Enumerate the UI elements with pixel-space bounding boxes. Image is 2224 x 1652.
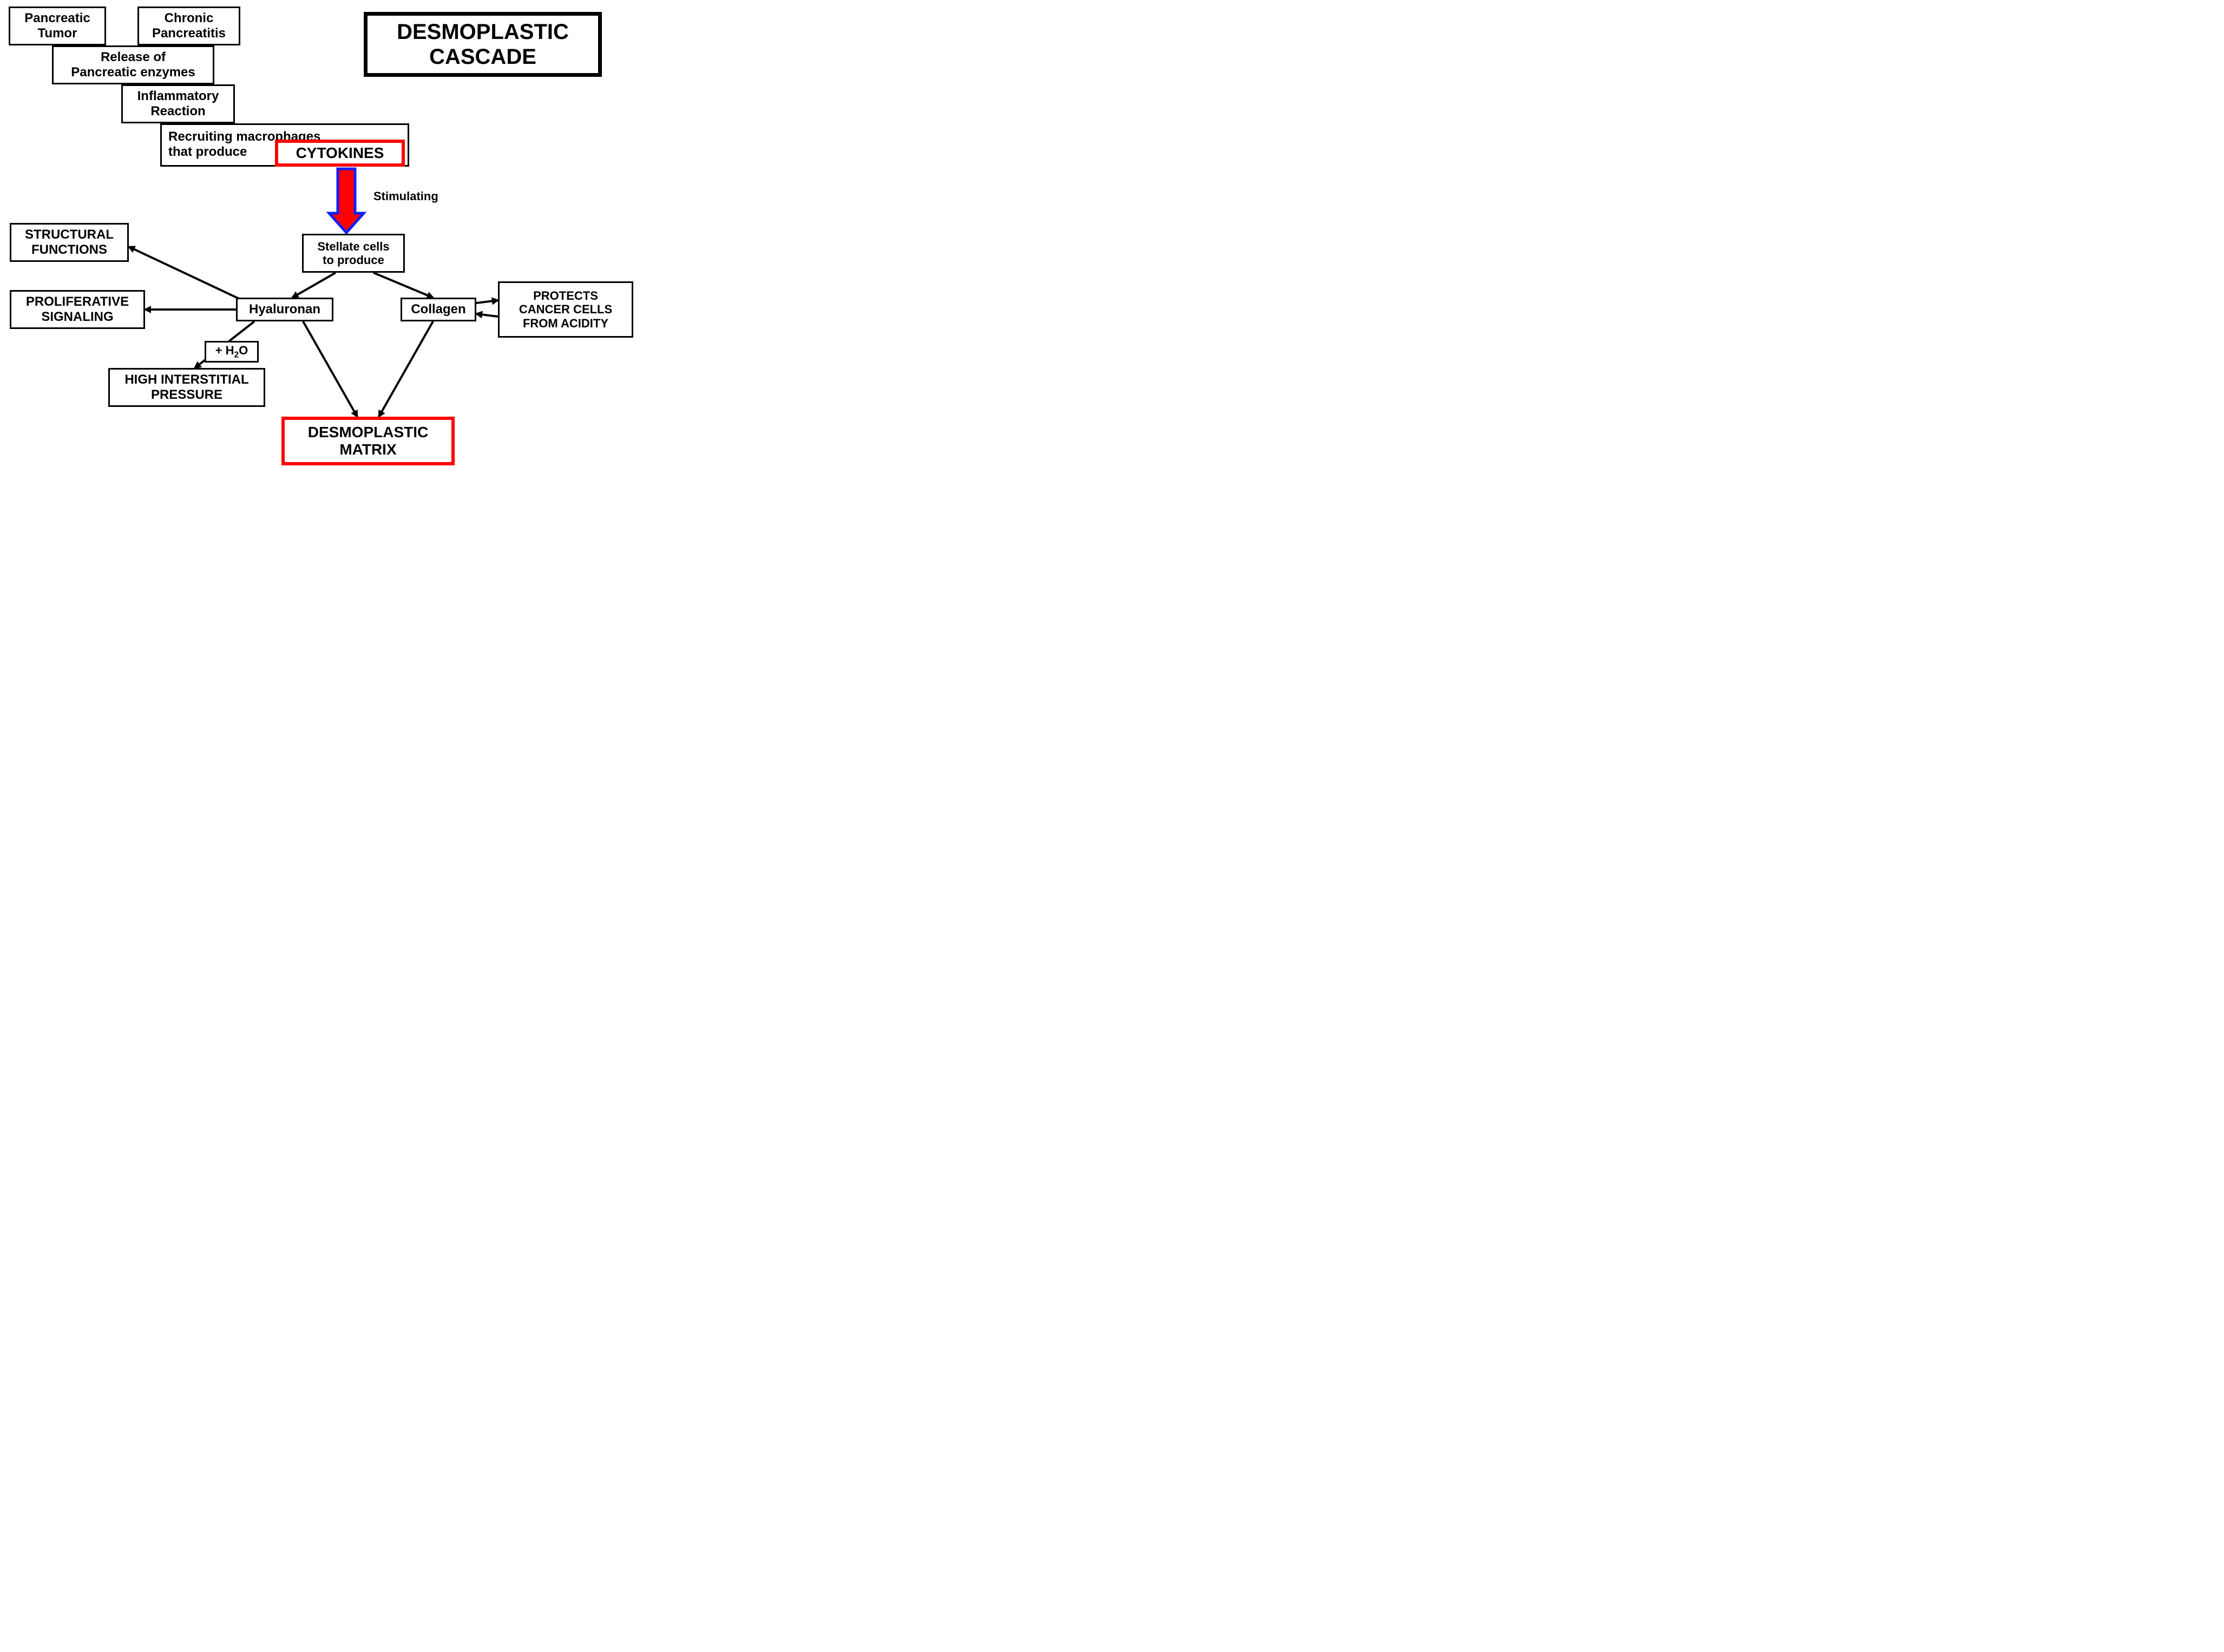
diagram-stage: DESMOPLASTICCASCADE PancreaticTumor Chro…	[0, 0, 650, 483]
node-label: InflammatoryReaction	[137, 89, 219, 119]
node-label: Stellate cellsto produce	[317, 240, 389, 267]
title-text: DESMOPLASTICCASCADE	[397, 19, 569, 69]
title-box: DESMOPLASTICCASCADE	[364, 12, 602, 77]
node-chronic-pancreatitis: ChronicPancreatitis	[137, 6, 240, 45]
edge-stellate-to-hyaluronan	[292, 273, 336, 298]
node-label: PROLIFERATIVESIGNALING	[26, 294, 129, 324]
node-desmoplastic-matrix: DESMOPLASTICMATRIX	[281, 417, 455, 465]
edge-collagen-to-matrix	[379, 321, 433, 417]
node-hyaluronan: Hyaluronan	[236, 298, 333, 321]
node-h2o: + H2O	[205, 341, 259, 363]
node-inflammatory-reaction: InflammatoryReaction	[121, 84, 235, 123]
node-label: + H2O	[215, 344, 248, 360]
node-label: PancreaticTumor	[24, 11, 90, 41]
node-pancreatic-tumor: PancreaticTumor	[9, 6, 106, 45]
edge-protects-to-collagen	[476, 314, 498, 317]
edge-collagen-to-protects	[476, 300, 498, 303]
node-high-interstitial-pressure: HIGH INTERSTITIALPRESSURE	[108, 368, 265, 407]
node-release-enzymes: Release ofPancreatic enzymes	[52, 45, 214, 84]
node-structural-functions: STRUCTURALFUNCTIONS	[10, 223, 129, 262]
node-stellate-cells: Stellate cellsto produce	[302, 234, 405, 273]
node-label: HIGH INTERSTITIALPRESSURE	[124, 372, 248, 402]
node-label: PROTECTSCANCER CELLSFROM ACIDITY	[519, 289, 612, 330]
edge-hyaluronan-to-structural	[129, 247, 241, 300]
node-label: ChronicPancreatitis	[152, 11, 226, 41]
edge-hyaluronan-to-matrix	[303, 321, 357, 417]
edge-stellate-to-collagen	[373, 273, 433, 298]
node-label: DESMOPLASTICMATRIX	[308, 424, 428, 458]
node-collagen: Collagen	[401, 298, 476, 321]
big-arrow-cytokines-to-stellate	[329, 169, 364, 233]
node-label: Hyaluronan	[249, 302, 320, 317]
label-stimulating: Stimulating	[373, 189, 438, 203]
node-label: STRUCTURALFUNCTIONS	[25, 227, 114, 257]
node-proliferative-signaling: PROLIFERATIVESIGNALING	[10, 290, 145, 329]
node-cytokines: CYTOKINES	[275, 140, 405, 167]
node-label: CYTOKINES	[296, 144, 384, 162]
node-protects-cancer-cells: PROTECTSCANCER CELLSFROM ACIDITY	[498, 281, 633, 338]
node-label: Release ofPancreatic enzymes	[71, 50, 195, 80]
node-label: Collagen	[411, 302, 465, 317]
